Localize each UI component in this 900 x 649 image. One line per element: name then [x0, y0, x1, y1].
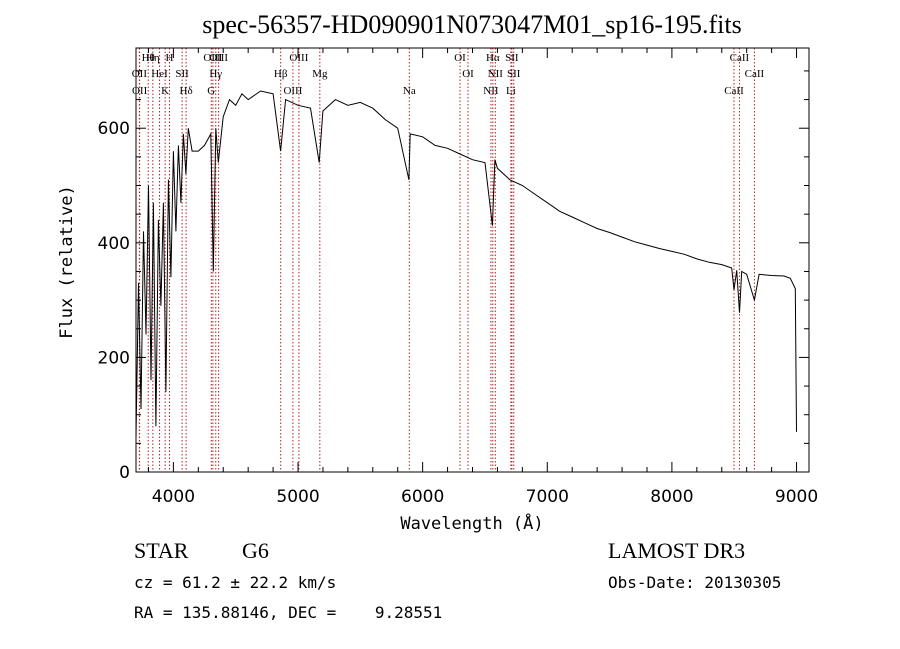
- line-label-8: Hδ: [180, 85, 193, 97]
- x-tick-label-6000: 6000: [401, 487, 444, 507]
- line-label-3: Hη: [146, 52, 160, 64]
- line-label-18: OI: [454, 52, 466, 64]
- y-tick-label-600: 600: [98, 119, 130, 139]
- ra-dec-coordinates: RA = 135.88146, DEC = 9.28551: [134, 603, 443, 622]
- x-tick-label-4000: 4000: [152, 487, 195, 507]
- line-label-19: OI: [462, 68, 474, 80]
- line-label-14: OIII: [283, 85, 302, 97]
- survey-name: LAMOST DR3: [608, 538, 746, 563]
- observation-date: Obs-Date: 20130305: [608, 573, 782, 592]
- object-class: STAR: [134, 538, 189, 563]
- y-tick-label-400: 400: [98, 234, 130, 254]
- line-label-28: CaII: [745, 68, 765, 80]
- line-label-1: OII: [132, 68, 148, 80]
- line-label-27: CaII: [730, 52, 750, 64]
- x-tick-label-7000: 7000: [526, 487, 569, 507]
- line-label-2: OII: [132, 85, 148, 97]
- line-label-12: OIII: [209, 52, 228, 64]
- line-label-24: SII: [505, 52, 519, 64]
- line-label-23: Li: [506, 85, 516, 97]
- x-tick-label-5000: 5000: [276, 487, 319, 507]
- line-label-7: SII: [175, 68, 189, 80]
- spectral-line-labels: HθOIIOIIHηHeIKHSIIHδOIIIHγGOIIIHβOIIIOII…: [132, 52, 765, 97]
- line-label-0: Hθ: [142, 52, 155, 64]
- line-label-25: SII: [507, 68, 521, 80]
- y-tick-label-200: 200: [98, 348, 130, 368]
- chart-title: spec-56357-HD090901N073047M01_sp16-195.f…: [202, 10, 741, 39]
- x-tick-label-9000: 9000: [775, 487, 818, 507]
- line-label-13: Hβ: [274, 68, 288, 80]
- x-axis-label: Wavelength (Å): [400, 512, 543, 534]
- axis-tick-labels: 4000 5000 6000 7000 8000 9000 0 200 400 600: [98, 119, 819, 507]
- spectral-line-markers: [138, 48, 755, 472]
- object-subclass: G6: [242, 538, 269, 563]
- redshift-cz: cz = 61.2 ± 22.2 km/s: [134, 573, 337, 592]
- line-label-10: Hγ: [209, 68, 222, 80]
- line-label-21: Hα: [486, 52, 500, 64]
- line-label-9: OIII: [203, 52, 222, 64]
- line-label-11: G: [207, 85, 215, 97]
- line-label-4: HeI: [151, 68, 168, 80]
- line-label-26: CaII: [724, 85, 744, 97]
- spectrum-series-line: [135, 90, 797, 438]
- y-tick-label-0: 0: [119, 463, 130, 483]
- x-tick-label-8000: 8000: [650, 487, 693, 507]
- line-label-22: NII: [488, 68, 504, 80]
- axis-ticks: [136, 48, 809, 473]
- line-label-17: Na: [403, 85, 416, 97]
- line-label-20: NII: [483, 85, 499, 97]
- plot-frame: [135, 47, 810, 473]
- line-label-6: H: [166, 52, 174, 64]
- line-label-15: OIII: [289, 52, 308, 64]
- line-label-5: K: [161, 85, 169, 97]
- y-axis-label: Flux (relative): [57, 185, 77, 339]
- line-label-16: Mg: [312, 68, 328, 80]
